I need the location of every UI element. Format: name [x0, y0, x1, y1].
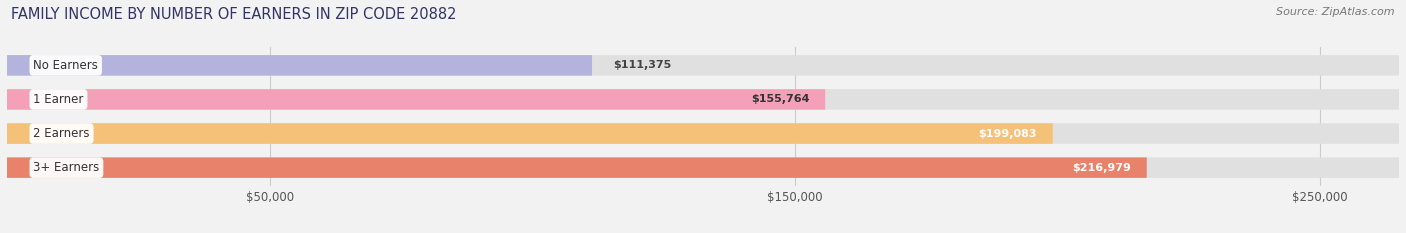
Text: 3+ Earners: 3+ Earners — [34, 161, 100, 174]
FancyBboxPatch shape — [7, 123, 1053, 144]
FancyBboxPatch shape — [7, 123, 1399, 144]
Text: $155,764: $155,764 — [751, 94, 810, 104]
FancyBboxPatch shape — [7, 55, 1399, 75]
Text: 1 Earner: 1 Earner — [34, 93, 84, 106]
FancyBboxPatch shape — [7, 158, 1147, 178]
Text: $216,979: $216,979 — [1073, 163, 1130, 173]
FancyBboxPatch shape — [7, 158, 1399, 178]
FancyBboxPatch shape — [7, 89, 1399, 110]
Text: $199,083: $199,083 — [979, 129, 1038, 139]
Text: $111,375: $111,375 — [613, 60, 671, 70]
Text: FAMILY INCOME BY NUMBER OF EARNERS IN ZIP CODE 20882: FAMILY INCOME BY NUMBER OF EARNERS IN ZI… — [11, 7, 457, 22]
Text: No Earners: No Earners — [34, 59, 98, 72]
FancyBboxPatch shape — [7, 55, 592, 75]
Text: Source: ZipAtlas.com: Source: ZipAtlas.com — [1277, 7, 1395, 17]
FancyBboxPatch shape — [7, 89, 825, 110]
Text: 2 Earners: 2 Earners — [34, 127, 90, 140]
